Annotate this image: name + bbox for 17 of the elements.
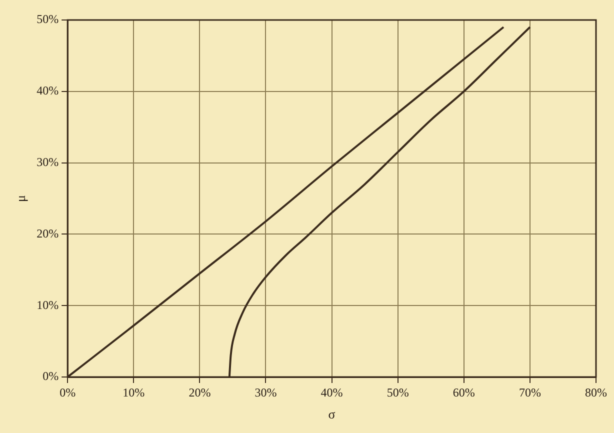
y-axis-title: μ: [13, 194, 28, 202]
x-tick-label: 20%: [188, 385, 211, 400]
x-tick-label: 80%: [585, 385, 607, 400]
x-tick-label: 60%: [452, 385, 475, 400]
x-tick-label: 40%: [320, 385, 343, 400]
x-tick-label: 0%: [60, 385, 76, 400]
y-tick-label: 20%: [36, 226, 59, 240]
y-tick-label: 30%: [36, 154, 59, 169]
x-tick-label: 50%: [386, 385, 409, 400]
x-tick-label: 70%: [518, 385, 541, 400]
y-tick-label: 0%: [42, 369, 59, 384]
y-tick-label: 10%: [36, 298, 59, 312]
x-tick-label: 30%: [254, 385, 277, 400]
x-tick-label: 10%: [122, 385, 145, 400]
y-tick-label: 40%: [36, 84, 59, 98]
x-axis-title: σ: [328, 406, 336, 422]
y-tick-label: 50%: [36, 12, 59, 26]
